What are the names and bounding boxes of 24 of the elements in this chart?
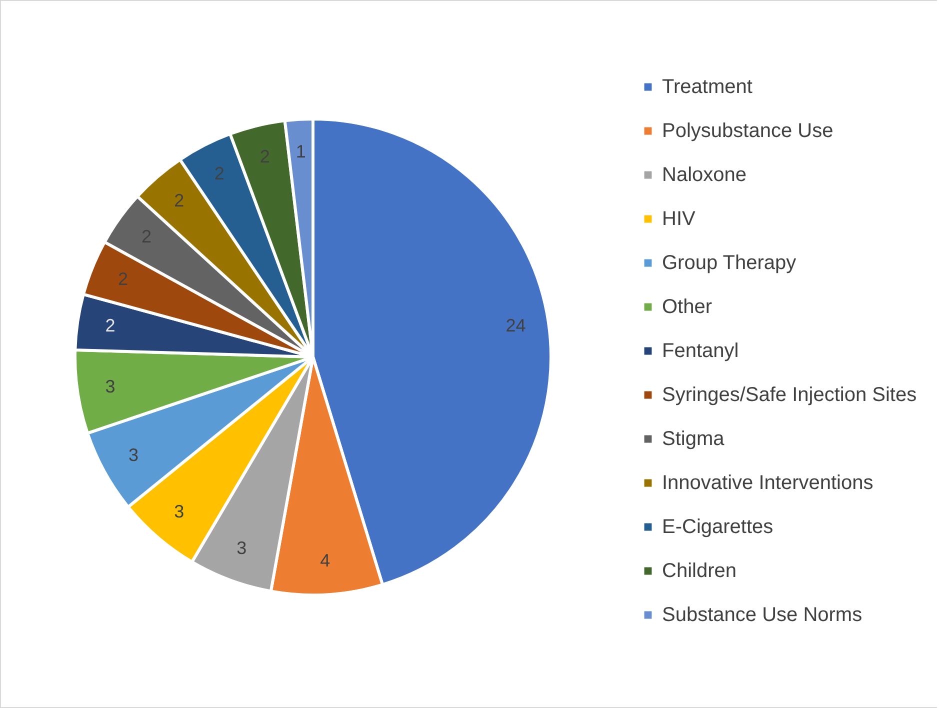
data-label: 4 (320, 550, 330, 571)
data-label: 24 (506, 316, 526, 336)
legend-label: Substance Use Norms (662, 604, 862, 626)
data-label: 3 (236, 538, 247, 558)
legend-label: Other (662, 296, 712, 318)
legend-label: Stigma (662, 428, 726, 450)
data-label: 2 (105, 316, 116, 336)
data-label: 3 (128, 444, 138, 465)
legend-label: E-Cigarettes (662, 516, 774, 538)
legend-label: Polysubstance Use (662, 120, 834, 142)
legend-label: Children (662, 560, 736, 582)
data-label: 2 (118, 268, 128, 289)
legend-label: Treatment (662, 76, 753, 98)
data-label: 2 (174, 190, 184, 211)
data-label: 3 (174, 501, 184, 522)
legend-label: Naloxone (662, 164, 747, 186)
legend-label: Group Therapy (662, 252, 796, 274)
data-label: 1 (296, 141, 306, 162)
legend-label: Fentanyl (662, 340, 739, 362)
data-label: 3 (105, 376, 116, 396)
legend-label: Syringes/Safe Injection Sites (662, 384, 917, 406)
legend-label: HIV (662, 208, 696, 230)
legend-label: Innovative Interventions (662, 472, 874, 494)
data-label: 2 (214, 164, 224, 184)
